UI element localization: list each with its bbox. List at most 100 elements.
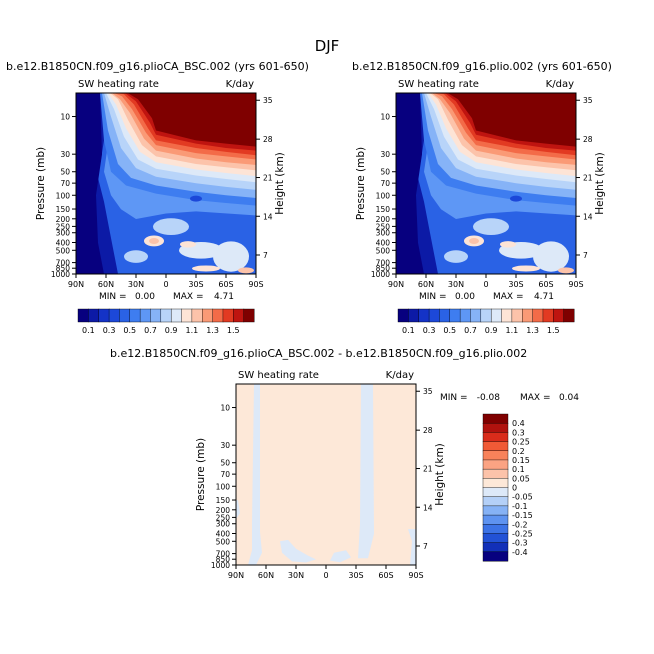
panel-1-x-tick-label: 30S: [508, 280, 523, 289]
panel-1-x-tick-label: 90N: [388, 280, 404, 289]
panel-0-colorbar-swatch: [129, 308, 141, 323]
figure-title: DJF: [315, 37, 340, 55]
panel-0-y-tick-label: 200: [56, 215, 71, 224]
panel-0-y-tick-label: 250: [56, 222, 71, 231]
panel-2-colorbar-label: 0.15: [512, 456, 530, 465]
panel-0-units-label: K/day: [226, 79, 254, 90]
panel-0-axes: 90N 60N 30N 0 30S 60S 90S103050701001502002503…: [35, 79, 286, 289]
panel-2-negative-region: [330, 550, 351, 563]
panel-0-max-value: 4.71: [214, 292, 234, 302]
panel-2-colorbar-label: -0.1: [512, 502, 528, 511]
panel-1-max-value: 4.71: [534, 292, 554, 302]
panel-1-y-tick-label: 200: [376, 215, 391, 224]
panel-0-x-tick-label: 0: [163, 280, 168, 289]
panel-2-colorbar-swatch: [482, 551, 509, 562]
panel-1-colorbar-swatch: [532, 308, 544, 323]
panel-1-colorbar-label: 0.9: [485, 326, 498, 335]
panel-2-colorbar-label: -0.2: [512, 520, 528, 529]
panel-0-colorbar-label: 1.1: [186, 326, 199, 335]
panel-1-field-band: [396, 93, 424, 274]
panel-2-height-tick-label: 14: [423, 503, 433, 512]
panel-2-height-tick-label: 7: [423, 542, 428, 551]
panel-2-x-tick-label: 30S: [348, 571, 363, 580]
panel-1-y-tick-label: 10: [380, 113, 390, 122]
panel-2-colorbar-swatch: [482, 441, 509, 452]
panel-0-x-tick-label: 90N: [68, 280, 84, 289]
panel-1-y-tick-label: 150: [376, 205, 391, 214]
panel-1-field-patch: [558, 267, 574, 274]
panel-1-height-tick-label: 21: [583, 174, 593, 183]
panel-0-colorbar-swatch: [202, 308, 214, 323]
panel-0-min-value: 0.00: [135, 292, 155, 302]
panel-0-y-tick-label: 850: [56, 264, 71, 273]
panel-1-field-patch: [469, 237, 479, 244]
panel-0: b.e12.B1850CN.f09_g16.plioCA_BSC.002 (yr…: [6, 60, 309, 335]
panel-2-colorbar-swatch: [482, 524, 509, 534]
panel-0-field-patch: [190, 195, 202, 202]
panel-1-x-tick-label: 0: [483, 280, 488, 289]
panel-1-x-tick-label: 60S: [538, 280, 553, 289]
panel-0-field-band: [76, 93, 104, 274]
panel-1-colorbar-swatch: [542, 308, 554, 323]
panel-1-colorbar-swatch: [439, 308, 451, 323]
panel-2-x-tick-label: 30N: [288, 571, 304, 580]
panel-0-y-tick-label: 100: [56, 191, 71, 200]
panel-1-colorbar-swatch: [459, 308, 471, 323]
panel-2-x-tick-label: 60S: [378, 571, 393, 580]
panel-0-x-tick-label: 30N: [128, 280, 144, 289]
panel-2-colorbar-label: -0.3: [512, 539, 528, 548]
panel-0-height-tick-label: 14: [263, 212, 273, 221]
panel-0-y-tick-label: 300: [56, 229, 71, 238]
panel-2-negative-region: [280, 539, 316, 563]
panel-2-colorbar-label: -0.25: [512, 529, 533, 538]
panel-0-variable-label: SW heating rate: [78, 79, 159, 90]
panel-1-colorbar-swatch: [428, 308, 440, 323]
panel-1-field-patch: [473, 218, 509, 236]
panel-1-colorbar-swatch: [470, 308, 482, 323]
panel-1-axes: 90N 60N 30N 0 30S 60S 90S103050701001502002503…: [355, 79, 606, 289]
panel-0-colorbar-swatch: [181, 308, 193, 323]
panel-2-colorbar-label: -0.15: [512, 511, 533, 520]
panel-2-height-axis-title: Height (km): [434, 443, 446, 506]
panel-0-y-tick-label: 500: [56, 246, 71, 255]
panel-0-colorbar-swatch: [191, 308, 203, 323]
panel-1-colorbar-label: 1.1: [506, 326, 519, 335]
panel-2-colorbar-swatch: [482, 432, 509, 443]
panel-2-colorbar-swatch: [482, 413, 509, 424]
panel-0-y-tick-label: 400: [56, 239, 71, 248]
panel-0-title: b.e12.B1850CN.f09_g16.plioCA_BSC.002 (yr…: [6, 60, 309, 73]
panel-2-colorbar-swatch: [482, 478, 509, 489]
panel-2-y-tick-label: 10: [220, 404, 230, 413]
panel-1-min-value: 0.00: [455, 292, 475, 302]
panel-2-colorbar-swatch: [482, 496, 509, 507]
panel-1-colorbar-swatch: [408, 308, 420, 323]
panel-1-y-tick-label: 50: [380, 168, 390, 177]
panel-0-field: [76, 93, 256, 274]
panel-1-height-tick-label: 28: [583, 135, 593, 144]
panel-2-negative-region: [236, 500, 240, 519]
panel-2-positive-region: [236, 384, 416, 565]
panel-1-colorbar-label: 0.7: [464, 326, 477, 335]
panel-0-height-tick-label: 28: [263, 135, 273, 144]
panel-1-max-label: MAX =: [493, 292, 524, 302]
panel-2-y-tick-label: 70: [220, 470, 230, 479]
panel-1-y-tick-label: 1000: [371, 270, 390, 279]
panel-0-height-tick-label: 21: [263, 174, 273, 183]
panel-0-colorbar-swatch: [88, 308, 100, 323]
panel-2-x-tick-label: 90N: [228, 571, 244, 580]
panel-0-height-axis-title: Height (km): [274, 152, 286, 215]
panel-2-y-tick-label: 400: [216, 530, 231, 539]
panel-1-colorbar-label: 0.3: [423, 326, 436, 335]
panel-2-y-tick-label: 300: [216, 520, 231, 529]
panel-2-max-label: MAX =: [520, 393, 551, 403]
panel-0-colorbar-swatch: [119, 308, 131, 323]
panel-2-negative-region: [358, 384, 374, 559]
panel-0-x-tick-label: 60S: [218, 280, 233, 289]
panel-0-max-label: MAX =: [173, 292, 204, 302]
panel-1-y-tick-label: 400: [376, 239, 391, 248]
panel-0-y-axis-title: Pressure (mb): [35, 147, 47, 220]
panel-2-negative-region: [248, 384, 262, 565]
panel-1: b.e12.B1850CN.f09_g16.plio.002 (yrs 601-…: [352, 60, 612, 335]
panel-1-x-tick-label: 30N: [448, 280, 464, 289]
